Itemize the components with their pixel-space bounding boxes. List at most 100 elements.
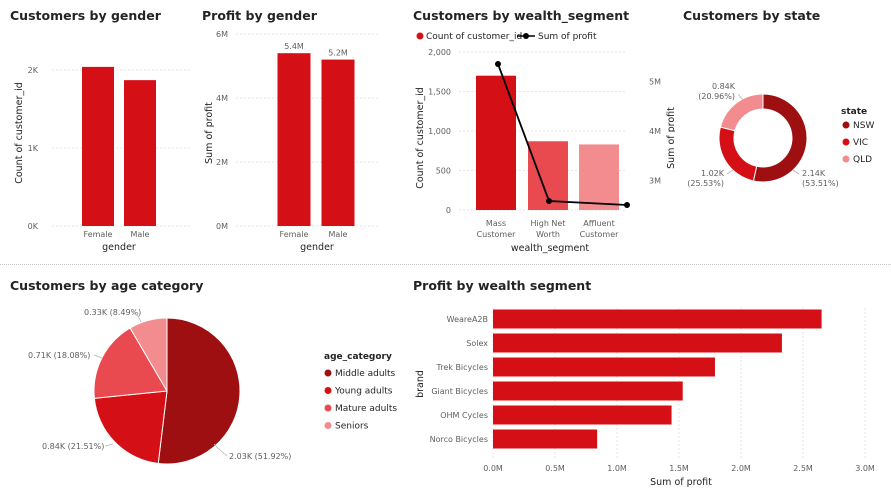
y2-ticks: 3M 4M 5M (649, 78, 661, 186)
legend-label-count: Count of customer_id (426, 32, 522, 42)
y-tick-label: 1K (28, 144, 39, 153)
slice-label: 0.84K (21.51%) (42, 442, 104, 451)
leader-line (213, 443, 228, 457)
panel-customers-by-wealth-segment: Customers by wealth_segment Count of cus… (413, 8, 675, 258)
bar (321, 59, 355, 226)
slice-label: 0.71K (18.08%) (28, 351, 90, 360)
legend-label-profit: Sum of profit (538, 32, 597, 42)
x-tick-label: 2.0M (731, 464, 751, 473)
legend: Count of customer_id Sum of profit (416, 32, 597, 42)
bar (493, 381, 683, 401)
slice-labels: 2.14K (53.51%) 1.02K (25.53%) 0.84K (20.96%) (687, 82, 839, 188)
chart-wealth-segment: Count of customer_id Sum of profit 0 500 1… (415, 32, 675, 254)
legend-marker (842, 155, 850, 163)
y-ticks: 0M 2M 4M 6M (216, 30, 228, 231)
chart-gender-profit: 0M 2M 4M 6M 5.4M 5.2M Female Male Sum of prof… (204, 30, 378, 253)
slice (718, 126, 758, 182)
legend-title: age_category (324, 352, 392, 362)
legend-marker-count (416, 32, 424, 40)
y2-tick-label: 4M (649, 127, 661, 136)
chart-brand-profit: WeareA2B Solex Trek Bicycles Giant Bicycles… (415, 308, 875, 488)
profit-point (546, 198, 552, 204)
leader-line (792, 169, 800, 175)
chart-title: Customers by gender (10, 8, 161, 23)
leader-line (131, 311, 142, 323)
y-tick-label: Solex (466, 339, 488, 348)
slice (752, 93, 808, 183)
y-axis-label: Sum of profit (204, 102, 215, 164)
legend-marker-profit (523, 33, 529, 39)
bar (493, 309, 822, 329)
profit-point (624, 202, 630, 208)
x-tick-label: 0.5M (545, 464, 565, 473)
x-axis-label: Sum of profit (650, 477, 712, 488)
x-tick-label: Female (84, 230, 113, 239)
leader-line (726, 169, 734, 175)
data-label: 5.2M (328, 49, 348, 58)
leader-line (104, 443, 114, 447)
bar (493, 333, 782, 353)
slice-labels: 2.03K (51.92%) 0.84K (21.51%) 0.71K (18.08… (28, 308, 291, 461)
chart-state: 2.14K (53.51%)1.02K (25.53%)0.84K (20.96%) … (687, 82, 874, 188)
bar (82, 66, 114, 226)
chart-gender-customers: 0K 1K 2K Female Male Count of customer_id g… (14, 66, 190, 253)
y-axis-label: Count of customer_id (415, 87, 426, 189)
x-axis-label: gender (300, 242, 334, 253)
legend-label: Seniors (335, 422, 369, 432)
legend-marker (324, 387, 332, 394)
bar (124, 80, 156, 226)
legend-label: QLD (853, 155, 872, 165)
x-tick-label: 1.5M (669, 464, 689, 473)
x-tick-label: Female (280, 230, 309, 239)
legend: age_category Middle adults Young adults Ma… (324, 352, 397, 432)
legend-label: Young adults (334, 387, 393, 397)
panel-customers-by-state: Customers by state 2.14K (53.51%) 1.02K (25… (683, 8, 888, 258)
bars (277, 53, 355, 227)
y-grid (52, 69, 190, 227)
y-tick-label: 0M (216, 222, 228, 231)
y-tick-label: 2K (28, 66, 39, 75)
slice-label: 1.02K (25.53%) (687, 169, 725, 188)
bar (493, 357, 715, 377)
y-tick-label: 4M (216, 94, 228, 103)
x-tick-label: 2.5M (793, 464, 813, 473)
y-tick-label: Giant Bicycles (431, 387, 488, 396)
legend-label: Mature adults (335, 404, 397, 414)
slice (129, 317, 168, 393)
legend: state NSW VIC QLD (841, 107, 874, 165)
y-tick-label: WeareA2B (447, 315, 488, 324)
x-tick-label: High Net Worth (531, 219, 566, 239)
legend-marker (324, 404, 332, 412)
y-axis-label: brand (415, 370, 426, 398)
legend-marker (842, 138, 850, 146)
y-tick-label: 6M (216, 30, 228, 39)
legend-items: NSW VIC QLD (842, 121, 874, 165)
legend-label: Middle adults (335, 369, 396, 379)
x-axis-label: wealth_segment (511, 243, 590, 254)
panel-customers-by-gender: Customers by gender 0K 1K 2K Female Male Co… (10, 8, 195, 258)
bars (476, 75, 619, 210)
legend-marker (842, 121, 850, 129)
x-tick-label: 3.0M (855, 464, 875, 473)
x-tick-label: 1.0M (607, 464, 627, 473)
legend-label: NSW (853, 121, 874, 131)
legend-label: VIC (853, 138, 868, 148)
leader-line (737, 93, 744, 101)
slices (718, 93, 808, 183)
slice (93, 390, 168, 465)
y-tick-label: Norco Bicycles (430, 435, 488, 444)
chart-title: Customers by age category (10, 278, 204, 293)
x-axis-label: gender (102, 242, 136, 253)
legend-marker (324, 369, 332, 377)
slices (93, 317, 241, 465)
slice-label: 0.33K (8.49%) (84, 308, 141, 317)
y-tick-label: 2,000 (428, 48, 451, 57)
legend-items: Middle adults Young adults Mature adults Se… (324, 369, 397, 432)
chart-title: Customers by state (683, 8, 821, 23)
panel-customers-by-age-category: Customers by age category 2.03K (51.92%)… (10, 278, 405, 496)
bar (277, 53, 311, 227)
y2-axis-label: Sum of profit (666, 107, 675, 169)
slice-label: 0.84K (20.96%) (698, 82, 736, 101)
y-ticks: 0K 1K 2K (28, 66, 39, 231)
data-labels: 5.4M 5.2M (284, 42, 348, 57)
